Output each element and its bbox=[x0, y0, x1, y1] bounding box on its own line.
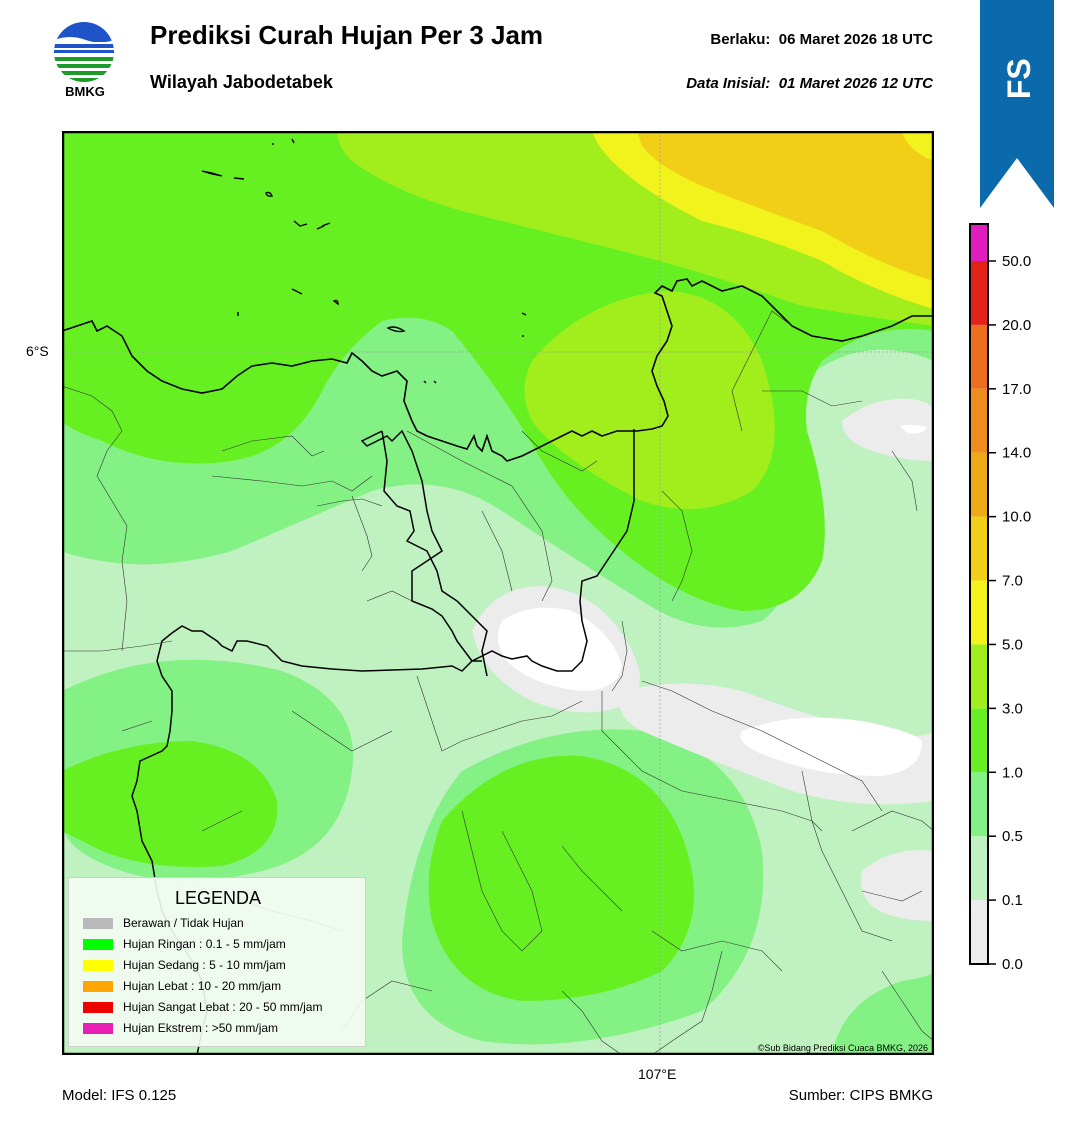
legend-label: Hujan Ringan : 0.1 - 5 mm/jam bbox=[123, 937, 286, 951]
colorbar-segment bbox=[970, 772, 988, 837]
zone-7-10 bbox=[637, 131, 934, 281]
page-title: Prediksi Curah Hujan Per 3 Jam bbox=[150, 20, 544, 50]
ribbon-label: IFS bbox=[1001, 58, 1037, 100]
legend-swatch-1 bbox=[83, 939, 113, 950]
legend-swatch-0 bbox=[83, 918, 113, 929]
colorbar-tick-label: 3.0 bbox=[1002, 700, 1023, 717]
zone-zero bbox=[498, 607, 622, 691]
model-info: Model: IFS 0.125 bbox=[62, 1087, 177, 1104]
regency-boundaries bbox=[62, 310, 934, 1055]
colorbar-segment bbox=[970, 900, 988, 964]
legend-swatch-3 bbox=[83, 981, 113, 992]
colorbar-segment bbox=[970, 452, 988, 517]
legend-label: Hujan Lebat : 10 - 20 mm/jam bbox=[123, 979, 282, 993]
legend-label: Hujan Ekstrem : >50 mm/jam bbox=[123, 1021, 279, 1035]
page-subtitle: Wilayah Jabodetabek bbox=[150, 72, 333, 92]
lat-tick-label: 6°S bbox=[26, 343, 49, 359]
zone-0-0-1c bbox=[842, 398, 934, 461]
ribbon-text: IFS bbox=[1001, 58, 1037, 100]
colorbar-segment bbox=[970, 224, 988, 261]
legend-swatch-4 bbox=[83, 1002, 113, 1013]
valid-time: Berlaku: 06 Maret 2026 18 UTC bbox=[560, 31, 933, 48]
legend-swatch-5 bbox=[83, 1023, 113, 1034]
legend-swatch-2 bbox=[83, 960, 113, 971]
lon-tick-label: 107°E bbox=[638, 1066, 677, 1082]
valid-label: Berlaku: bbox=[710, 31, 771, 48]
bmkg-logo-icon bbox=[54, 22, 114, 82]
legend-title: LEGENDA bbox=[174, 888, 262, 908]
init-label: Data Inisial: bbox=[686, 75, 771, 92]
colorbar: 0.0 0.1 0.5 1.0 3.0 5.0 7.0 10.0 14.0 17.0 20.0 50.… bbox=[969, 223, 1031, 970]
zone-zero-c bbox=[900, 424, 927, 434]
colorbar-tick-label: 10.0 bbox=[1002, 509, 1031, 526]
colorbar-tick-label: 7.0 bbox=[1002, 573, 1023, 590]
legend-box: LEGENDA Berawan / Tidak Hujan Hujan Ring… bbox=[68, 877, 366, 1047]
colorbar-tick-label: 50.0 bbox=[1002, 253, 1031, 270]
legend-label: Hujan Sangat Lebat : 20 - 50 mm/jam bbox=[123, 1000, 323, 1014]
map-copyright: ©Sub Bidang Prediksi Cuaca BMKG, 2026 bbox=[758, 1043, 928, 1053]
colorbar-segment bbox=[970, 644, 988, 709]
colorbar-segment bbox=[970, 580, 988, 645]
rainfall-map[interactable]: ©Sub Bidang Prediksi Cuaca BMKG, 2026 bbox=[62, 131, 934, 1055]
colorbar-tick-label: 17.0 bbox=[1002, 381, 1031, 398]
colorbar-tick-label: 0.1 bbox=[1002, 892, 1023, 909]
model-ribbon bbox=[980, 0, 1054, 208]
coastline bbox=[62, 278, 934, 462]
colorbar-tick-label: 5.0 bbox=[1002, 636, 1023, 653]
zone-zero-b bbox=[740, 717, 922, 776]
source-info: Sumber: CIPS BMKG bbox=[788, 1087, 933, 1104]
colorbar-tick-label: 14.0 bbox=[1002, 445, 1031, 462]
zone-1-3-lowerleft bbox=[62, 741, 278, 867]
legend-label: Hujan Sedang : 5 - 10 mm/jam bbox=[123, 958, 286, 972]
islands bbox=[201, 138, 527, 384]
valid-value: 06 Maret 2026 18 UTC bbox=[778, 31, 933, 48]
colorbar-segment bbox=[970, 388, 988, 453]
colorbar-tick-label: 1.0 bbox=[1002, 764, 1023, 781]
colorbar-segment bbox=[970, 708, 988, 773]
logo-text: BMKG bbox=[65, 84, 105, 99]
colorbar-segment bbox=[970, 261, 988, 325]
colorbar-ticks: 0.0 0.1 0.5 1.0 3.0 5.0 7.0 10.0 14.0 17.0 20.0 50.… bbox=[988, 253, 1031, 970]
colorbar-tick-label: 20.0 bbox=[1002, 317, 1031, 334]
colorbar-segments bbox=[970, 224, 988, 964]
colorbar-segment bbox=[970, 516, 988, 581]
colorbar-segment bbox=[970, 324, 988, 389]
zone-0-5-bottomright bbox=[832, 971, 934, 1055]
init-value: 01 Maret 2026 12 UTC bbox=[778, 75, 933, 92]
init-time: Data Inisial: 01 Maret 2026 12 UTC bbox=[560, 75, 933, 92]
colorbar-tick-label: 0.0 bbox=[1002, 956, 1023, 970]
colorbar-segment bbox=[970, 836, 988, 901]
zone-1-3-lowercenter bbox=[428, 755, 694, 1001]
legend-label: Berawan / Tidak Hujan bbox=[123, 916, 244, 930]
zone-0-0-1d bbox=[860, 850, 934, 921]
colorbar-tick-label: 0.5 bbox=[1002, 828, 1023, 845]
zone-3-5-center bbox=[524, 291, 775, 509]
